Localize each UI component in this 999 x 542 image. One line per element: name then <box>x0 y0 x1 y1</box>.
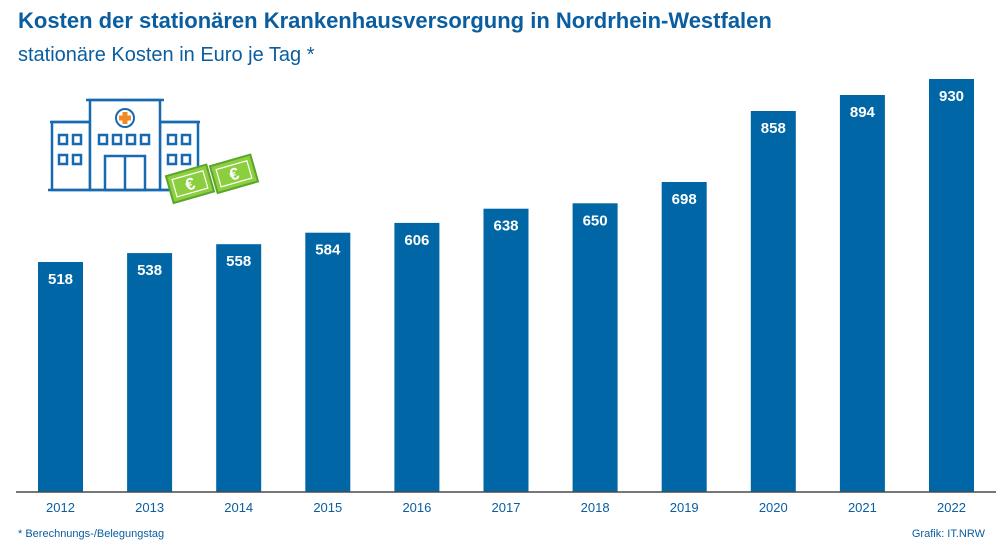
x-tick-label-2020: 2020 <box>759 500 788 515</box>
chart-title: Kosten der stationären Krankenhausversor… <box>18 8 772 33</box>
data-label-2016: 606 <box>404 232 429 249</box>
data-label-2015: 584 <box>315 242 341 259</box>
x-tick-label-2012: 2012 <box>46 500 75 515</box>
data-label-2017: 638 <box>493 218 518 235</box>
bar-2019 <box>661 182 707 492</box>
x-tick-label-2018: 2018 <box>581 500 610 515</box>
x-tick-label-2015: 2015 <box>313 500 342 515</box>
x-tick-label-2022: 2022 <box>937 500 966 515</box>
medical-cross-icon <box>115 108 135 128</box>
x-axis-labels: 2012 2013 2014 2015 2016 2017 2018 2019 2020 2021… <box>46 500 966 515</box>
data-label-2020: 858 <box>761 120 786 137</box>
bar-2020 <box>750 111 796 492</box>
bar-2018 <box>572 203 618 493</box>
bar-2017 <box>483 208 529 492</box>
chart-subtitle: stationäre Kosten in Euro je Tag * <box>18 44 315 66</box>
bar-2015 <box>305 232 351 492</box>
x-tick-label-2021: 2021 <box>848 500 877 515</box>
x-tick-label-2014: 2014 <box>224 500 253 515</box>
source-credit: Grafik: IT.NRW <box>911 528 985 540</box>
x-tick-label-2013: 2013 <box>135 500 164 515</box>
footnote: * Berechnungs-/Belegungstag <box>18 528 165 540</box>
bar-2013 <box>127 253 173 492</box>
x-tick-label-2019: 2019 <box>670 500 699 515</box>
data-label-2012: 518 <box>48 271 73 288</box>
euro-banknote-icon: € <box>164 163 216 205</box>
data-label-2018: 650 <box>583 212 608 229</box>
bar-2022 <box>929 79 974 492</box>
x-tick-label-2016: 2016 <box>402 500 431 515</box>
x-tick-label-2017: 2017 <box>492 500 521 515</box>
data-label-2013: 538 <box>137 262 162 279</box>
euro-banknote-icon: € <box>208 153 260 195</box>
data-label-2014: 558 <box>226 253 251 270</box>
bar-2021 <box>839 95 885 492</box>
bar-2016 <box>394 222 440 492</box>
hospital-illustration: € € <box>48 98 260 205</box>
bar-2014 <box>216 244 262 492</box>
bars-group: 518 538 558 584 606 638 650 698 858 894 930 <box>38 79 974 493</box>
data-label-2022: 930 <box>939 88 964 105</box>
bar-2012 <box>38 262 83 492</box>
data-label-2019: 698 <box>672 191 697 208</box>
data-label-2021: 894 <box>850 104 876 121</box>
